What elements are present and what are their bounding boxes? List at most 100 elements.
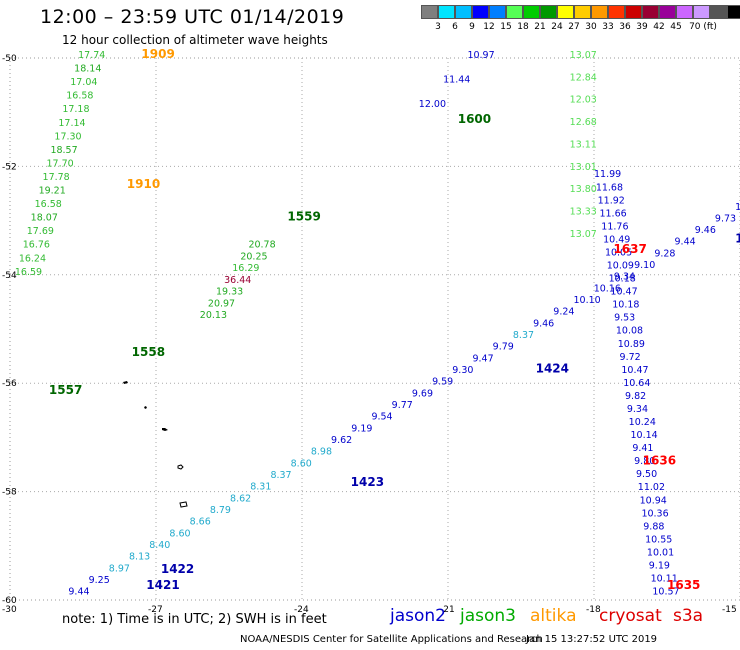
wave-height-value: 11.44	[443, 74, 470, 85]
wave-height-value: 10.36	[641, 508, 668, 519]
lon-tick-label: -18	[586, 605, 601, 615]
wave-height-value: 9.30	[452, 365, 473, 376]
wave-height-value: 9.34	[627, 404, 648, 415]
wave-height-value: 9.44	[68, 587, 89, 598]
wave-height-value: 10.49	[603, 234, 630, 245]
wave-height-value: 20.78	[248, 240, 275, 251]
wave-height-value: 11.66	[599, 208, 626, 219]
wave-height-value: 10.94	[640, 495, 667, 506]
wave-height-value: 13.07	[570, 50, 597, 61]
lat-tick-label: -56	[2, 379, 17, 389]
scale-label: 12	[483, 22, 495, 32]
wave-height-value: 8.40	[149, 540, 170, 551]
wave-height-value: 16.58	[66, 91, 93, 102]
scale-swatch	[608, 5, 625, 19]
scale-label: 39	[636, 22, 648, 32]
lon-tick-label: -27	[148, 605, 163, 615]
map-frame	[9, 57, 740, 601]
wave-height-value: 13.11	[570, 139, 597, 150]
scale-swatch	[557, 5, 574, 19]
wave-height-value: 36.44	[224, 275, 251, 286]
lat-tick-label: -50	[2, 54, 17, 64]
wave-height-value: 20.97	[208, 298, 235, 309]
wave-height-value: 17.69	[27, 226, 54, 237]
wave-height-value: 13.07	[570, 229, 597, 240]
wave-height-value: 10.64	[623, 378, 650, 389]
wave-height-value: 10.10	[574, 295, 601, 306]
wave-height-value: 8.60	[169, 528, 190, 539]
scale-swatch	[591, 5, 608, 19]
scale-swatch	[523, 5, 540, 19]
lon-tick-label: -24	[294, 605, 309, 615]
wave-height-value: 8.98	[311, 447, 332, 458]
wave-height-value: 9.59	[432, 377, 453, 388]
scale-label: 36	[619, 22, 631, 32]
pass-time-label: 1558	[132, 345, 165, 359]
wave-height-value: 9.69	[412, 388, 433, 399]
scale-swatch	[540, 5, 557, 19]
wave-height-value: 9.41	[632, 443, 653, 454]
wave-height-value: 10.18	[612, 300, 639, 311]
scale-swatch	[489, 5, 506, 19]
scale-swatch	[421, 5, 438, 19]
legend-cryosat: cryosat	[599, 606, 662, 626]
wave-height-value: 10.89	[618, 339, 645, 350]
scale-label: 18	[517, 22, 529, 32]
scale-swatch	[438, 5, 455, 19]
wave-height-value: 9.47	[472, 353, 493, 364]
pass-time-label: 1557	[49, 383, 82, 397]
pass-time-label: 1910	[127, 177, 160, 191]
pass-time-label: 1424	[536, 361, 569, 375]
lat-tick-label: -52	[2, 162, 17, 172]
wave-height-value: 9.19	[351, 423, 372, 434]
wave-height-value: 8.79	[210, 505, 231, 516]
lon-tick-label: -15	[722, 605, 737, 615]
wave-height-value: 19.21	[39, 186, 66, 197]
wave-height-value: 11.68	[596, 182, 623, 193]
lon-tick-label: -21	[440, 605, 455, 615]
wave-height-value: 11.02	[638, 482, 665, 493]
wave-height-value: 9.77	[392, 400, 413, 411]
wave-height-value: 10.18	[609, 274, 636, 285]
wave-height-value: 9.73	[715, 213, 736, 224]
pass-time-label: 1421	[146, 578, 179, 592]
legend-s3a: s3a	[673, 606, 704, 626]
wave-height-value: 11.99	[594, 169, 621, 180]
wave-height-value: 11.76	[601, 221, 628, 232]
scale-label: 9	[469, 22, 475, 32]
axis-tick-labels: -50 -52 -54 -56 -58 -60-30 -27 -24 -21 -18 -15	[2, 54, 737, 615]
wave-height-value: 9.44	[675, 237, 696, 248]
wave-height-value: 20.25	[240, 251, 267, 262]
island-outlines	[123, 381, 188, 508]
wave-height-value: 9.53	[614, 313, 635, 324]
wave-height-value: 10.16	[594, 283, 621, 294]
wave-height-value: 8.13	[129, 552, 150, 563]
wave-height-value: 8.97	[109, 563, 130, 574]
wave-height-value: 17.74	[78, 50, 105, 61]
wave-height-value: 17.14	[58, 118, 85, 129]
wave-height-value: 18.57	[50, 145, 77, 156]
wave-height-value: 9.46	[533, 318, 554, 329]
wave-height-value: 13.33	[570, 207, 597, 218]
wave-height-value: 9.54	[371, 412, 392, 423]
wave-height-value: 10.00	[735, 202, 740, 213]
wave-height-value: 9.72	[620, 352, 641, 363]
wave-height-value: 19.33	[216, 287, 243, 298]
wave-height-value: 9.50	[636, 469, 657, 480]
footer-note: note: 1) Time is in UTC; 2) SWH is in fe…	[62, 612, 327, 627]
wave-height-value: 12.68	[570, 117, 597, 128]
wave-height-value: 8.66	[190, 517, 211, 528]
scale-label: 3	[435, 22, 441, 32]
legend-altika: altika	[530, 606, 577, 626]
legend-jason2: jason2	[390, 606, 446, 626]
wave-height-value: 13.01	[570, 162, 597, 173]
map-grid	[9, 57, 740, 601]
scale-label: 30	[585, 22, 597, 32]
scale-swatch	[506, 5, 523, 19]
scale-swatch	[659, 5, 676, 19]
wave-height-value: 13.80	[570, 184, 597, 195]
wave-height-value: 10.08	[616, 326, 643, 337]
scale-swatch	[625, 5, 642, 19]
pass-time-label: 1425	[735, 231, 740, 245]
